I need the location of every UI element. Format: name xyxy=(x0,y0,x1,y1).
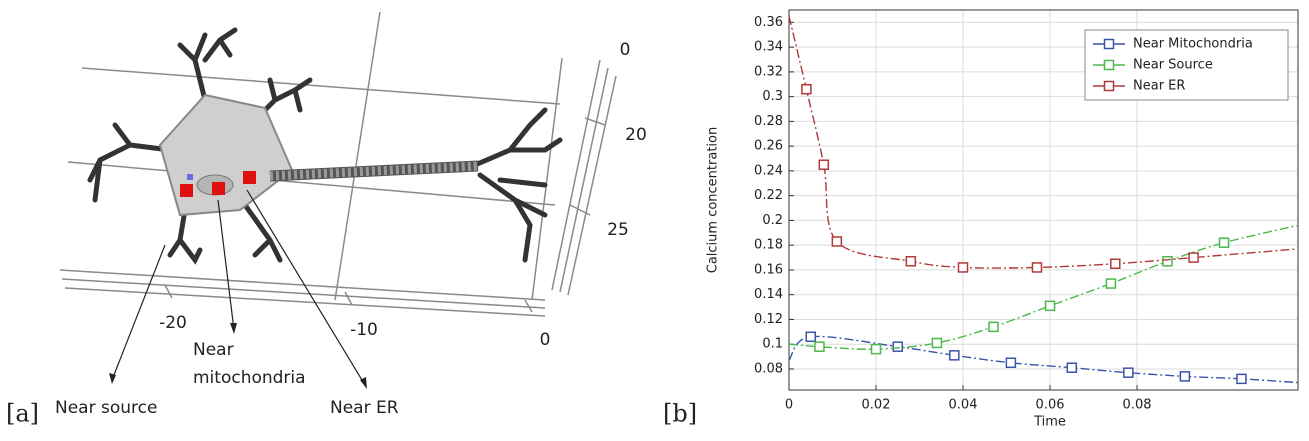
series-line xyxy=(788,16,1299,269)
y-tick-label: 0.28 xyxy=(754,114,783,129)
marker xyxy=(1031,262,1043,273)
marker xyxy=(1218,237,1230,248)
legend-label: Near Source xyxy=(1133,58,1213,73)
y-tick-label: 0.22 xyxy=(754,188,783,203)
axis-number: 20 xyxy=(625,125,647,145)
callout-label: Near ER xyxy=(330,398,399,418)
y-tick-label: 0.24 xyxy=(754,163,783,178)
legend-marker xyxy=(1103,59,1115,71)
y-tick-label: 0.18 xyxy=(754,238,783,253)
axis-number: -20 xyxy=(159,313,187,333)
y-tick-label: 0.2 xyxy=(762,213,783,228)
marker xyxy=(988,321,999,333)
axis-number: 0 xyxy=(620,40,631,60)
y-tick-label: 0.36 xyxy=(754,15,783,30)
marker xyxy=(1005,357,1017,369)
marker xyxy=(805,331,817,343)
callout-label: Near xyxy=(193,340,234,360)
callout-label: mitochondria xyxy=(193,368,306,388)
marker xyxy=(801,83,812,95)
marker xyxy=(905,256,917,267)
marker xyxy=(1162,256,1173,267)
marker xyxy=(949,350,960,361)
axis-number: -10 xyxy=(350,320,378,340)
y-tick-label: 0.26 xyxy=(754,139,783,154)
panel-label: [b] xyxy=(663,400,697,428)
marker xyxy=(931,337,943,349)
neuron-diagram xyxy=(59,11,617,389)
marker xyxy=(818,159,830,170)
marker xyxy=(1188,252,1199,263)
marker xyxy=(892,341,904,352)
callout-label: Near source xyxy=(55,398,157,418)
legend-marker xyxy=(1103,80,1115,92)
legend-marker xyxy=(1103,38,1115,50)
x-axis-label: Time xyxy=(1033,415,1066,430)
series-line xyxy=(788,224,1299,350)
axis-number: 0 xyxy=(540,330,551,350)
series-line xyxy=(788,335,1299,384)
y-axis-label: Calcium concentration xyxy=(706,127,721,274)
marker xyxy=(1044,300,1056,312)
marker xyxy=(870,343,882,355)
x-tick-label: 0.08 xyxy=(1123,398,1152,413)
marker xyxy=(1179,371,1191,382)
x-tick-label: 0 xyxy=(785,398,793,413)
y-tick-label: 0.16 xyxy=(754,262,783,277)
marker xyxy=(831,236,843,247)
y-tick-label: 0.14 xyxy=(754,287,783,302)
y-tick-label: 0.1 xyxy=(762,337,783,352)
y-tick-label: 0.3 xyxy=(762,89,783,104)
x-tick-label: 0.04 xyxy=(949,398,978,413)
marker xyxy=(1110,258,1121,269)
plot-frame xyxy=(788,9,1299,391)
x-tick-label: 0.06 xyxy=(1036,398,1065,413)
x-tick-label: 0.02 xyxy=(862,398,891,413)
y-tick-label: 0.08 xyxy=(754,361,783,376)
marker xyxy=(957,262,969,273)
axis-number: 25 xyxy=(607,220,629,240)
y-tick-label: 0.32 xyxy=(754,64,783,79)
marker xyxy=(1066,362,1078,373)
y-tick-label: 0.34 xyxy=(754,40,783,55)
legend-label: Near Mitochondria xyxy=(1133,37,1253,52)
panel-label: [a] xyxy=(6,400,39,428)
marker xyxy=(814,341,825,352)
marker xyxy=(1236,373,1247,385)
legend-label: Near ER xyxy=(1133,79,1185,94)
marker xyxy=(1123,367,1134,378)
marker xyxy=(1105,278,1117,289)
y-tick-label: 0.12 xyxy=(754,312,783,327)
